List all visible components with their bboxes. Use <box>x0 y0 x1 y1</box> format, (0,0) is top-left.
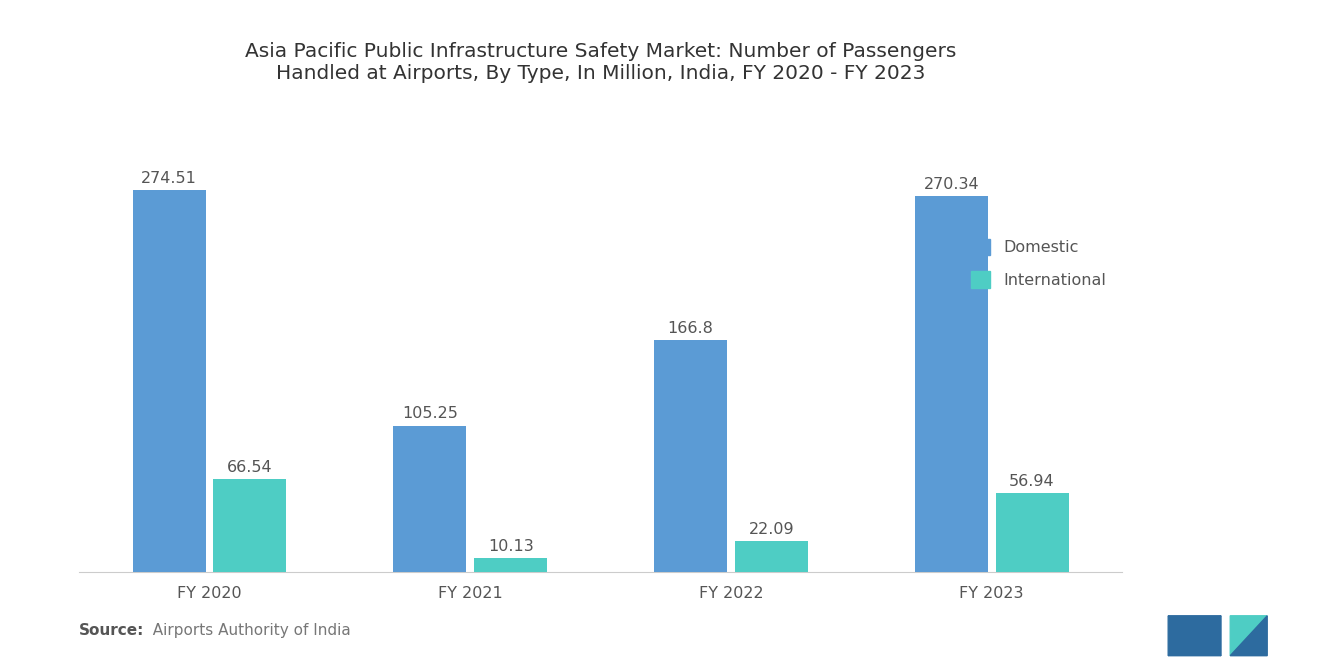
Bar <box>393 426 466 572</box>
Bar <box>214 479 286 572</box>
Legend: Domestic, International: Domestic, International <box>964 231 1114 296</box>
Polygon shape <box>1230 616 1267 656</box>
Text: 56.94: 56.94 <box>1010 473 1055 489</box>
Text: 10.13: 10.13 <box>488 539 533 554</box>
Text: Source:: Source: <box>79 623 145 638</box>
Text: 22.09: 22.09 <box>748 522 795 537</box>
Bar <box>995 493 1069 572</box>
Polygon shape <box>1230 616 1267 656</box>
Title: Asia Pacific Public Infrastructure Safety Market: Number of Passengers
Handled a: Asia Pacific Public Infrastructure Safet… <box>246 42 956 82</box>
Polygon shape <box>1168 634 1221 656</box>
Polygon shape <box>1168 616 1221 634</box>
Bar <box>132 190 206 572</box>
Polygon shape <box>1168 616 1195 656</box>
Bar <box>735 541 808 572</box>
Polygon shape <box>1195 616 1221 656</box>
Text: 274.51: 274.51 <box>141 171 197 186</box>
Text: 270.34: 270.34 <box>924 177 979 192</box>
Bar <box>653 340 727 572</box>
Bar <box>474 558 548 572</box>
Text: Airports Authority of India: Airports Authority of India <box>143 623 350 638</box>
Text: 105.25: 105.25 <box>401 406 458 422</box>
Text: 66.54: 66.54 <box>227 460 273 475</box>
Text: 166.8: 166.8 <box>668 321 714 336</box>
Bar <box>915 196 987 572</box>
